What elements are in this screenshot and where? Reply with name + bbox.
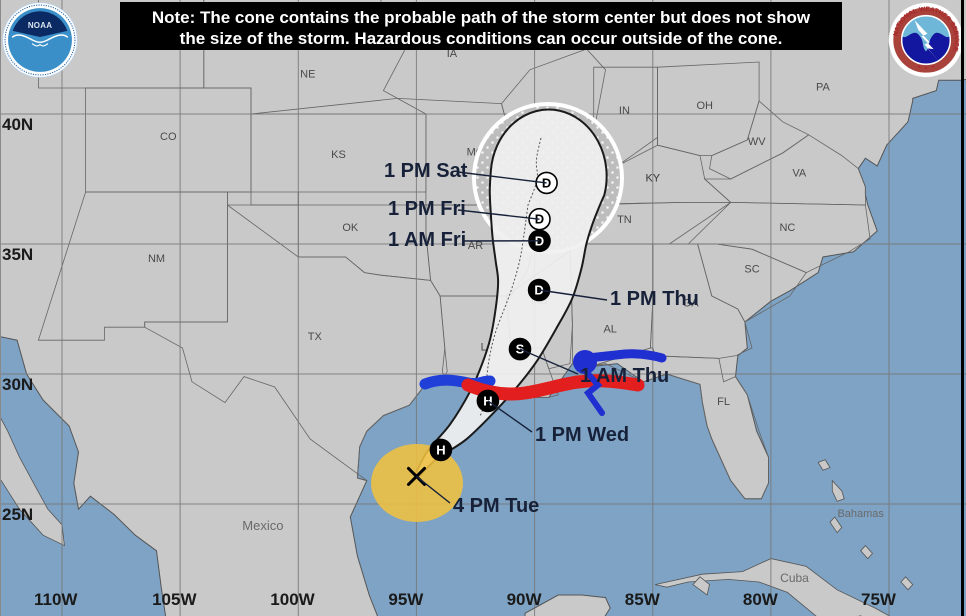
svg-text:AR: AR <box>468 240 483 252</box>
svg-text:WV: WV <box>748 136 766 148</box>
svg-text:75W: 75W <box>861 590 897 609</box>
svg-text:105W: 105W <box>152 590 197 609</box>
svg-text:4 PM Tue: 4 PM Tue <box>453 495 539 517</box>
svg-text:NE: NE <box>300 69 315 81</box>
svg-text:KY: KY <box>645 173 660 185</box>
svg-text:PA: PA <box>816 82 831 94</box>
svg-text:FL: FL <box>717 396 730 408</box>
svg-text:100W: 100W <box>270 590 315 609</box>
svg-text:NC: NC <box>779 222 795 234</box>
svg-text:SC: SC <box>744 264 759 276</box>
svg-text:1 PM Fri: 1 PM Fri <box>388 198 466 220</box>
svg-text:NM: NM <box>148 253 165 265</box>
svg-text:110W: 110W <box>34 590 78 609</box>
svg-text:Bahamas: Bahamas <box>837 508 884 520</box>
svg-text:Mexico: Mexico <box>242 518 283 533</box>
svg-text:1 AM Thu: 1 AM Thu <box>580 365 669 387</box>
svg-text:H: H <box>436 442 445 457</box>
svg-text:Cuba: Cuba <box>780 571 809 585</box>
svg-text:OH: OH <box>696 100 713 112</box>
svg-text:95W: 95W <box>388 590 424 609</box>
svg-text:90W: 90W <box>507 590 543 609</box>
svg-text:1 AM Fri: 1 AM Fri <box>388 229 466 251</box>
svg-text:1 PM Thu: 1 PM Thu <box>610 288 699 310</box>
svg-text:40N: 40N <box>2 115 33 134</box>
svg-text:25N: 25N <box>2 505 33 524</box>
svg-text:TN: TN <box>617 214 632 226</box>
svg-text:35N: 35N <box>2 245 33 264</box>
svg-text:1 PM Wed: 1 PM Wed <box>535 424 629 446</box>
svg-text:VA: VA <box>792 167 807 179</box>
svg-text:NOAA: NOAA <box>28 21 52 30</box>
svg-text:85W: 85W <box>625 590 661 609</box>
svg-text:30N: 30N <box>2 375 33 394</box>
svg-text:OK: OK <box>342 222 359 234</box>
svg-text:TX: TX <box>308 331 323 343</box>
svg-text:1 PM Sat: 1 PM Sat <box>384 160 468 182</box>
svg-text:CO: CO <box>160 131 177 143</box>
svg-text:80W: 80W <box>743 590 779 609</box>
svg-text:IN: IN <box>619 105 630 117</box>
svg-text:KS: KS <box>331 149 346 161</box>
svg-text:AL: AL <box>603 323 616 335</box>
